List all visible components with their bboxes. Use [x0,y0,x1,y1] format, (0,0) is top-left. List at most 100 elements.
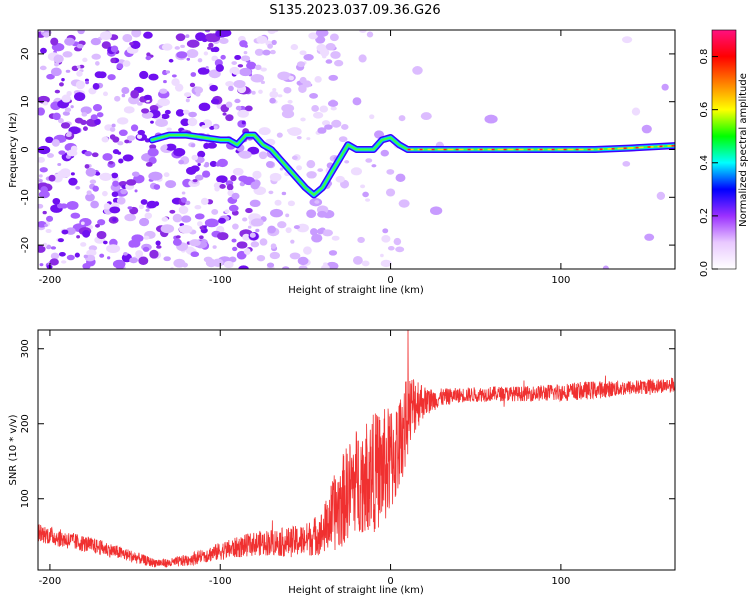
noise-blob [38,107,45,116]
noise-blob [224,209,230,214]
noise-blob [203,51,209,56]
noise-blob [59,82,64,87]
noise-blob [39,167,48,173]
noise-blob [251,90,256,95]
noise-blob [45,244,52,250]
noise-blob [122,154,134,162]
noise-blob [232,246,238,252]
noise-blob [361,260,370,267]
noise-blob [95,224,100,228]
noise-blob [143,94,152,101]
noise-blob [82,229,91,238]
noise-blob [146,52,151,57]
noise-blob [238,150,252,159]
noise-blob [42,242,48,248]
noise-blob [656,191,666,200]
noise-blob [76,70,83,77]
noise-blob [316,44,327,52]
noise-blob [236,250,247,260]
noise-blob [621,36,633,44]
colorbar-tick-label: 0.0 [699,261,710,277]
noise-blob [306,137,311,141]
noise-blob [231,192,240,200]
noise-blob [74,117,84,124]
noise-blob [82,126,88,131]
noise-blob [48,174,56,182]
noise-blob [344,160,350,164]
noise-blob [166,127,172,131]
x-tick-label: 0 [387,275,393,286]
noise-blob [207,142,217,149]
noise-blob [360,184,366,189]
colorbar-tick-label: 0.8 [699,49,710,65]
noise-blob [57,162,62,166]
noise-blob [189,239,201,247]
noise-blob [271,39,277,45]
noise-blob [240,55,251,62]
noise-blob [89,179,97,184]
noise-blob [188,111,197,118]
noise-blob [43,32,51,38]
noise-blob [62,111,70,116]
colorbar-tick-label: 0.4 [699,155,710,171]
noise-blob [174,83,184,92]
noise-blob [171,74,177,78]
noise-blob [265,160,274,168]
snr-frame [37,329,676,571]
noise-blob [244,105,253,112]
noise-blob [321,54,327,59]
noise-blob [306,160,316,169]
noise-blob [306,171,317,179]
noise-blob [661,83,669,91]
noise-blob [71,65,79,72]
x-tick-label: -200 [39,576,62,587]
noise-blob [217,232,229,241]
noise-blob [254,48,264,56]
noise-blob [202,170,211,178]
noise-blob [281,191,287,196]
noise-blob [165,70,171,74]
noise-blob [103,203,111,210]
noise-blob [153,184,161,190]
noise-blob [260,67,267,72]
noise-blob [242,217,248,222]
noise-blob [258,89,263,94]
noise-blob [309,93,319,99]
x-tick-label: 100 [551,576,570,587]
noise-blob [131,30,142,38]
noise-blob [110,45,119,53]
noise-blob [253,173,260,179]
noise-blob [148,171,163,181]
noise-blob [249,232,256,238]
noise-blob [58,150,66,155]
noise-blob [197,58,203,63]
noise-blob [64,107,72,113]
noise-blob [317,228,324,235]
noise-blob [395,246,405,253]
noise-blob [61,260,67,264]
noise-blob [205,65,209,70]
noise-blob [232,69,240,75]
noise-blob [135,250,144,258]
noise-blob [212,245,217,249]
noise-blob [250,241,260,248]
noise-blob [146,200,158,209]
noise-blob [267,225,276,234]
noise-blob [352,97,362,106]
noise-blob [56,203,63,209]
noise-blob [234,54,242,60]
noise-blob [254,64,262,71]
noise-blob [194,86,204,94]
noise-blob [331,235,340,241]
noise-blob [101,136,109,143]
noise-blob [420,112,432,120]
noise-blob [241,120,246,125]
noise-blob [161,43,173,51]
noise-blob [317,210,328,218]
noise-blob [208,69,221,79]
noise-blob [116,63,124,70]
noise-blob [163,172,170,178]
noise-blob [412,66,423,75]
noise-blob [122,60,131,67]
noise-blob [269,97,276,104]
